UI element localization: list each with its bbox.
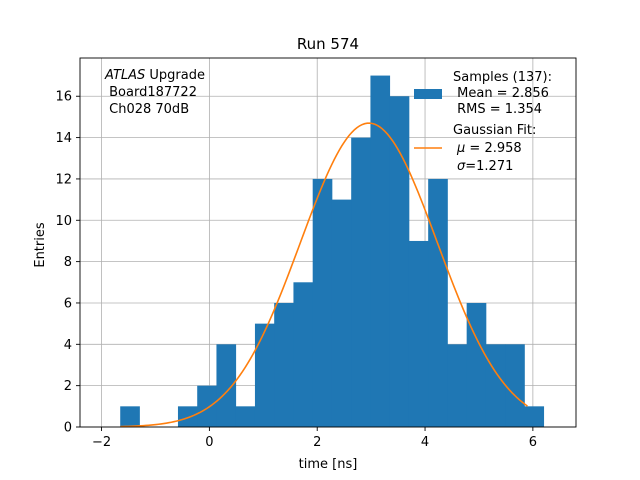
legend-fit-sigma: σ=1.271 [457,159,513,174]
chart-title: Run 574 [297,35,359,53]
annotation-channel: Ch028 70dB [105,102,189,117]
y-tick-label-5: 10 [55,214,72,229]
x-tick-label-2: 2 [313,435,321,450]
histogram-bar-18 [466,302,487,427]
histogram-bar-19 [485,344,506,427]
histogram-bar-0 [120,406,140,427]
annotation-line-1: ATLAS Upgrade [104,68,205,83]
x-tick-label-1: 0 [205,435,213,450]
y-axis-title: Entries [33,222,48,268]
histogram-bar-11 [331,199,352,427]
annotation-atlas: ATLAS [104,68,145,83]
legend-mu-symbol: μ [456,141,465,156]
histogram-bar-12 [351,137,371,427]
histogram-bar-9 [293,282,314,427]
histogram-bar-5 [216,344,237,427]
legend-samples-patch [414,89,442,99]
axes [76,57,577,431]
x-tick-label-3: 4 [421,435,429,450]
histogram-bar-4 [197,385,217,427]
histogram-bar-20 [505,344,525,427]
x-axis-title: time [ns] [299,457,358,472]
y-tick-label-8: 16 [55,90,72,105]
histogram-bar-21 [524,406,545,427]
y-tick-label-2: 4 [64,338,72,353]
histogram-bar-10 [312,178,333,427]
x-tick-label-4: 6 [529,435,537,450]
histogram-bar-6 [235,406,256,427]
histogram-bar-3 [177,406,198,427]
gaussian-fit-layer [120,122,528,428]
gaussian-fit-curve [120,122,528,428]
legend: Samples (137): Mean = 2.856 RMS = 1.354 … [414,70,552,174]
histogram-bar-13 [370,75,391,428]
legend-fit-title: Gaussian Fit: [453,123,536,138]
histogram-bar-16 [428,178,448,427]
x-tick-label-0: −2 [92,435,111,450]
legend-samples-rms: RMS = 1.354 [453,102,542,117]
legend-sigma-value: =1.271 [465,159,513,174]
histogram-bar-7 [254,323,275,427]
legend-sigma-symbol: σ [457,159,466,174]
y-tick-label-1: 2 [64,379,72,394]
plot-frame [79,57,577,428]
legend-samples-title: Samples (137): [453,70,552,85]
y-tick-label-0: 0 [64,421,72,436]
histogram-bar-14 [389,96,410,427]
y-tick-label-4: 8 [64,255,72,270]
histogram-bars [120,75,545,428]
atlas-annotation: ATLAS Upgrade Board187722 Ch028 70dB [104,68,205,117]
legend-mu-value: = 2.958 [465,141,521,156]
legend-fit-mu: μ = 2.958 [456,141,522,156]
annotation-board: Board187722 [105,85,197,100]
tick-labels: −2 0 2 4 6 0 2 4 6 8 10 12 14 16 [55,90,537,450]
histogram-bar-17 [447,344,468,427]
histogram-bar-8 [274,302,294,427]
y-tick-label-6: 12 [55,172,72,187]
legend-samples-mean: Mean = 2.856 [453,86,549,101]
histogram-bar-15 [408,240,429,427]
y-tick-label-7: 14 [55,131,72,146]
y-tick-label-3: 6 [64,296,72,311]
annotation-upgrade: Upgrade [145,68,205,83]
